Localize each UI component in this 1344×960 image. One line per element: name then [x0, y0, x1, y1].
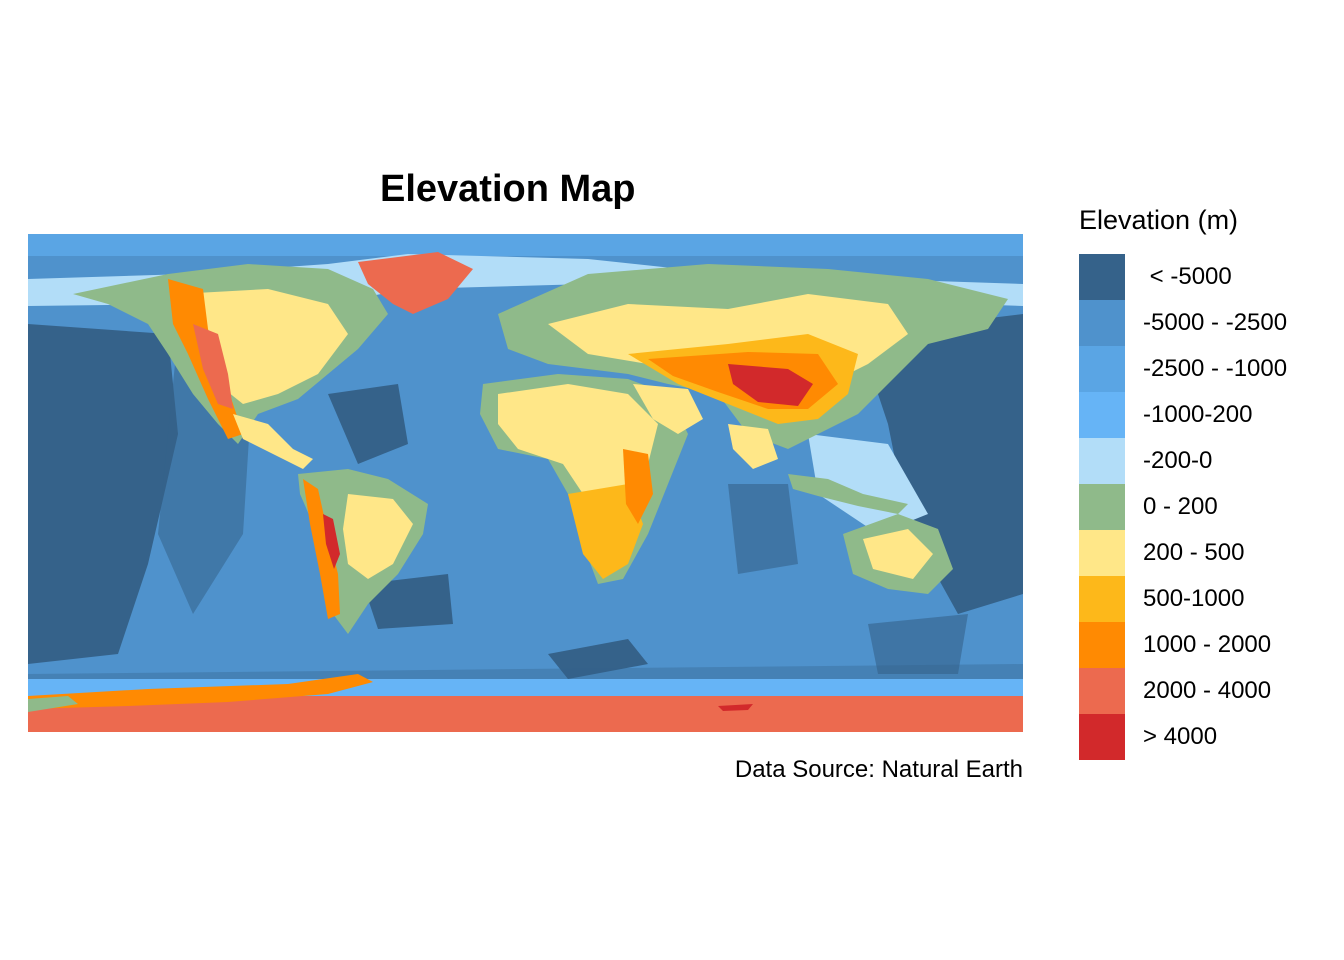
maritime-southeast-asia: [788, 474, 908, 514]
legend-item: < -5000: [1079, 254, 1329, 300]
north-america: [73, 264, 388, 469]
legend-item: -5000 - -2500: [1079, 300, 1329, 346]
legend-item: 200 - 500: [1079, 530, 1329, 576]
legend-item: 1000 - 2000: [1079, 622, 1329, 668]
legend-swatch: [1079, 438, 1125, 484]
legend-label: > 4000: [1143, 723, 1218, 750]
legend-item: 2000 - 4000: [1079, 668, 1329, 714]
legend-swatch: [1079, 714, 1125, 760]
greenland: [358, 252, 473, 314]
legend-label: 200 - 500: [1143, 539, 1245, 566]
legend-swatch: [1079, 346, 1125, 392]
elevation-legend: < -5000 -5000 - -2500 -2500 - -1000 -1000-2…: [1079, 254, 1329, 760]
legend-item: -200-0: [1079, 438, 1329, 484]
legend-swatch: [1079, 530, 1125, 576]
legend-swatch: [1079, 622, 1125, 668]
world-elevation-map: [28, 234, 1023, 732]
africa: [480, 374, 703, 584]
legend-label: 500-1000: [1143, 585, 1245, 612]
legend-swatch: [1079, 484, 1125, 530]
legend-item: 0 - 200: [1079, 484, 1329, 530]
legend-label: -1000-200: [1143, 401, 1253, 428]
eurasia: [498, 264, 1008, 469]
antarctica: [28, 674, 1023, 732]
legend-label: -2500 - -1000: [1143, 355, 1288, 382]
data-source-caption: Data Source: Natural Earth: [734, 756, 1023, 783]
legend-label: 0 - 200: [1143, 493, 1218, 520]
legend-item: -2500 - -1000: [1079, 346, 1329, 392]
legend-swatch: [1079, 392, 1125, 438]
legend-label: < -5000: [1143, 263, 1232, 290]
legend-label: -200-0: [1143, 447, 1213, 474]
south-america: [298, 469, 428, 634]
legend-label: -5000 - -2500: [1143, 309, 1288, 336]
map-title: Elevation Map: [380, 168, 636, 210]
legend-swatch: [1079, 576, 1125, 622]
legend-label: 1000 - 2000: [1143, 631, 1272, 658]
arctic-shelf: [28, 234, 1023, 256]
legend-item: > 4000: [1079, 714, 1329, 760]
legend-swatch: [1079, 300, 1125, 346]
legend-title: Elevation (m): [1079, 205, 1239, 235]
legend-swatch: [1079, 254, 1125, 300]
legend-label: 2000 - 4000: [1143, 677, 1272, 704]
legend-swatch: [1079, 668, 1125, 714]
legend-item: 500-1000: [1079, 576, 1329, 622]
australia: [843, 514, 953, 594]
legend-item: -1000-200: [1079, 392, 1329, 438]
